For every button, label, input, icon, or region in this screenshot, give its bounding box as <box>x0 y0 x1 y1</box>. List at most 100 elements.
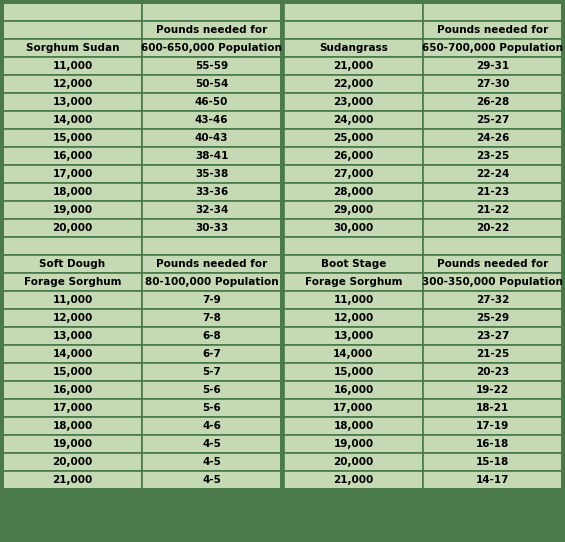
Bar <box>281 345 284 363</box>
Bar <box>284 309 423 327</box>
Bar <box>142 129 281 147</box>
Bar <box>423 3 562 21</box>
Text: 22-24: 22-24 <box>476 169 509 179</box>
Bar <box>284 363 423 381</box>
Text: 27-30: 27-30 <box>476 79 509 89</box>
Text: 19,000: 19,000 <box>53 205 93 215</box>
Text: 25-27: 25-27 <box>476 115 509 125</box>
Bar <box>284 111 423 129</box>
Text: Pounds needed for: Pounds needed for <box>156 25 267 35</box>
Text: 11,000: 11,000 <box>53 295 93 305</box>
Bar <box>281 417 284 435</box>
Bar <box>281 75 284 93</box>
Text: 4-6: 4-6 <box>202 421 221 431</box>
Bar <box>423 21 562 39</box>
Text: 13,000: 13,000 <box>53 331 93 341</box>
Bar <box>423 471 562 489</box>
Text: Boot Stage: Boot Stage <box>321 259 386 269</box>
Bar <box>423 273 562 291</box>
Text: 30-33: 30-33 <box>195 223 228 233</box>
Bar <box>284 255 423 273</box>
Bar <box>142 165 281 183</box>
Bar <box>142 183 281 201</box>
Bar <box>281 147 284 165</box>
Bar <box>142 399 281 417</box>
Text: 21-23: 21-23 <box>476 187 509 197</box>
Bar <box>281 201 284 219</box>
Text: 15,000: 15,000 <box>333 367 373 377</box>
Bar <box>3 363 142 381</box>
Text: 12,000: 12,000 <box>53 79 93 89</box>
Text: 25,000: 25,000 <box>333 133 373 143</box>
Bar <box>142 75 281 93</box>
Bar <box>142 237 281 255</box>
Text: 24,000: 24,000 <box>333 115 373 125</box>
Bar <box>142 255 281 273</box>
Text: 14,000: 14,000 <box>53 349 93 359</box>
Text: 15,000: 15,000 <box>53 133 93 143</box>
Text: 21,000: 21,000 <box>333 61 373 71</box>
Text: 20-22: 20-22 <box>476 223 509 233</box>
Bar <box>284 183 423 201</box>
Bar <box>423 345 562 363</box>
Bar <box>284 129 423 147</box>
Bar <box>3 399 142 417</box>
Text: 29,000: 29,000 <box>333 205 373 215</box>
Text: 23-25: 23-25 <box>476 151 509 161</box>
Text: 32-34: 32-34 <box>195 205 228 215</box>
Bar <box>142 39 281 57</box>
Bar <box>284 57 423 75</box>
Bar <box>423 363 562 381</box>
Text: 20,000: 20,000 <box>53 223 93 233</box>
Bar <box>3 57 142 75</box>
Bar <box>281 291 284 309</box>
Text: 27,000: 27,000 <box>333 169 373 179</box>
Bar <box>3 381 142 399</box>
Bar <box>423 219 562 237</box>
Text: 14-17: 14-17 <box>476 475 509 485</box>
Bar <box>281 237 284 255</box>
Text: 50-54: 50-54 <box>195 79 228 89</box>
Text: 21,000: 21,000 <box>53 475 93 485</box>
Bar <box>3 309 142 327</box>
Text: 28,000: 28,000 <box>333 187 373 197</box>
Text: 16-18: 16-18 <box>476 439 509 449</box>
Text: 25-29: 25-29 <box>476 313 509 323</box>
Bar <box>423 309 562 327</box>
Bar <box>142 417 281 435</box>
Bar <box>142 453 281 471</box>
Bar <box>281 21 284 39</box>
Bar <box>3 3 142 21</box>
Bar <box>3 345 142 363</box>
Bar <box>142 345 281 363</box>
Bar <box>281 39 284 57</box>
Bar <box>3 255 142 273</box>
Bar <box>281 399 284 417</box>
Bar <box>423 147 562 165</box>
Bar <box>142 363 281 381</box>
Text: 17,000: 17,000 <box>53 169 93 179</box>
Bar <box>142 3 281 21</box>
Bar <box>284 237 423 255</box>
Bar <box>3 129 142 147</box>
Text: 38-41: 38-41 <box>195 151 228 161</box>
Bar <box>281 165 284 183</box>
Bar <box>3 39 142 57</box>
Text: 11,000: 11,000 <box>53 61 93 71</box>
Bar <box>423 165 562 183</box>
Bar <box>3 111 142 129</box>
Bar <box>142 21 281 39</box>
Bar <box>281 129 284 147</box>
Bar <box>284 39 423 57</box>
Text: 55-59: 55-59 <box>195 61 228 71</box>
Bar <box>3 273 142 291</box>
Bar <box>284 327 423 345</box>
Bar <box>3 417 142 435</box>
Bar <box>3 93 142 111</box>
Bar <box>142 111 281 129</box>
Text: 18,000: 18,000 <box>333 421 373 431</box>
Text: Pounds needed for: Pounds needed for <box>156 259 267 269</box>
Bar <box>3 237 142 255</box>
Bar <box>281 327 284 345</box>
Text: 6-8: 6-8 <box>202 331 221 341</box>
